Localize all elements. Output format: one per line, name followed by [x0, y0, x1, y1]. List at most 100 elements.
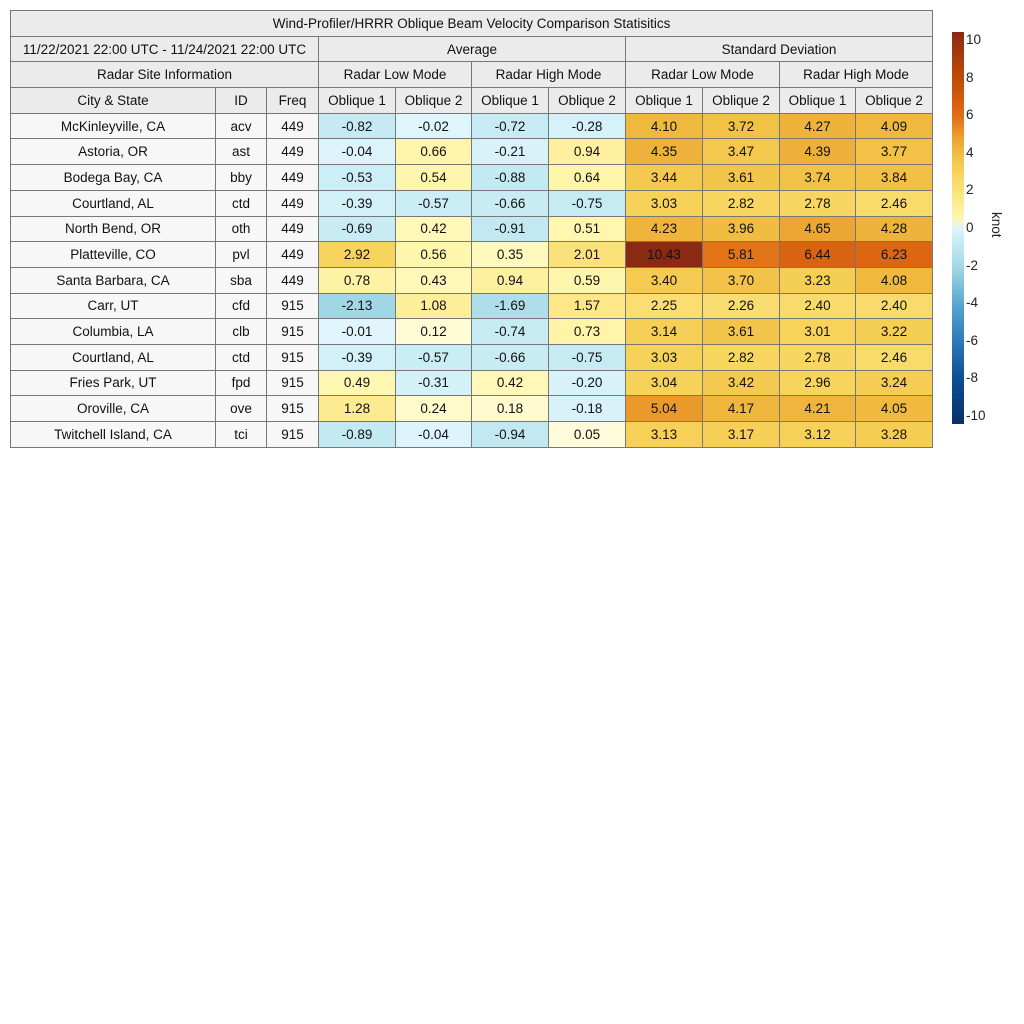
site-id: oth [215, 215, 267, 243]
heatmap-cell: 2.26 [702, 292, 780, 320]
heatmap-cell: -0.39 [318, 343, 396, 371]
heatmap-cell: 3.47 [702, 138, 780, 166]
site-city: Oroville, CA [10, 395, 216, 422]
site-freq: 449 [266, 215, 319, 243]
site-id: acv [215, 112, 267, 140]
column-header: Oblique 1 [471, 87, 549, 114]
mode-header: Radar High Mode [471, 61, 626, 89]
heatmap-cell: 2.82 [702, 343, 780, 371]
date-range: 11/22/2021 22:00 UTC - 11/24/2021 22:00 … [10, 35, 319, 63]
heatmap-cell: 3.01 [779, 318, 856, 345]
colorbar-label: knot [989, 212, 1004, 238]
site-freq: 915 [266, 421, 319, 448]
heatmap-cell: 0.35 [471, 241, 549, 268]
heatmap-cell: 3.40 [625, 266, 703, 294]
heatmap-cell: 2.01 [548, 241, 626, 268]
heatmap-cell: 3.42 [702, 369, 780, 397]
table-row: Carr, UT cfd 915 -2.13 1.08 -1.69 1.57 2.25 2.26… [10, 292, 934, 320]
heatmap-cell: 2.40 [779, 292, 856, 320]
site-city: Carr, UT [10, 292, 216, 320]
heatmap-cell: 3.22 [854, 318, 934, 345]
heatmap-cell: 4.09 [854, 112, 934, 140]
site-freq: 915 [266, 292, 319, 320]
heatmap-cell: -0.57 [395, 189, 472, 217]
heatmap-cell: 6.23 [854, 241, 934, 268]
site-city: Courtland, AL [10, 343, 216, 371]
site-city: McKinleyville, CA [10, 112, 216, 140]
heatmap-cell: -0.18 [548, 395, 626, 422]
heatmap-cell: -0.75 [548, 343, 626, 371]
heatmap-cell: -0.04 [395, 421, 472, 448]
site-freq: 915 [266, 343, 319, 371]
heatmap-cell: 1.28 [318, 395, 396, 422]
group-std-dev: Standard Deviation [624, 35, 934, 63]
heatmap-cell: 3.04 [625, 369, 703, 397]
table-row: Astoria, OR ast 449 -0.04 0.66 -0.21 0.94 4.35 3… [10, 138, 934, 166]
site-id: ast [215, 138, 267, 166]
heatmap-cell: 3.12 [779, 421, 856, 448]
heatmap-cell: 6.44 [779, 241, 856, 268]
heatmap-cell: -0.75 [548, 189, 626, 217]
heatmap-cell: 0.43 [395, 266, 472, 294]
mode-header: Radar Low Mode [318, 61, 472, 89]
heatmap-cell: 2.46 [854, 189, 934, 217]
table-row: North Bend, OR oth 449 -0.69 0.42 -0.91 0.51 4.… [10, 215, 934, 243]
site-id: cfd [215, 292, 267, 320]
heatmap-cell: 2.82 [702, 189, 780, 217]
heatmap-cell: 3.23 [779, 266, 856, 294]
site-city: North Bend, OR [10, 215, 216, 243]
heatmap-cell: 0.54 [395, 164, 472, 191]
heatmap-cell: 2.92 [318, 241, 396, 268]
heatmap-cell: -0.39 [318, 189, 396, 217]
heatmap-cell: 5.04 [625, 395, 703, 422]
heatmap-cell: 0.64 [548, 164, 626, 191]
heatmap-cell: 0.66 [395, 138, 472, 166]
column-header: Oblique 2 [854, 87, 934, 114]
mode-header: Radar Low Mode [625, 61, 780, 89]
heatmap-cell: 4.65 [779, 215, 856, 243]
heatmap-cell: 3.03 [625, 343, 703, 371]
heatmap-cell: 0.42 [471, 369, 549, 397]
column-header: Oblique 2 [548, 87, 626, 114]
heatmap-cell: 3.03 [625, 189, 703, 217]
heatmap-cell: -0.53 [318, 164, 396, 191]
table-row: Twitchell Island, CA tci 915 -0.89 -0.04 -0.9… [10, 421, 934, 448]
heatmap-cell: 3.72 [702, 112, 780, 140]
heatmap-cell: 4.27 [779, 112, 856, 140]
colorbar-tick: -2 [966, 257, 979, 273]
heatmap-cell: -0.02 [395, 112, 472, 140]
heatmap-cell: 0.12 [395, 318, 472, 345]
table-title: Wind-Profiler/HRRR Oblique Beam Velocity… [9, 10, 934, 37]
site-freq: 449 [266, 164, 319, 191]
table-row: Bodega Bay, CA bby 449 -0.53 0.54 -0.88 0.64 3.… [10, 164, 934, 191]
colorbar-tick: -6 [966, 332, 979, 348]
table-row: Oroville, CA ove 915 1.28 0.24 0.18 -0.18 5.04 4… [10, 395, 934, 422]
heatmap-cell: -0.94 [471, 421, 549, 448]
heatmap-cell: 3.44 [625, 164, 703, 191]
heatmap-cell: -0.20 [548, 369, 626, 397]
site-city: Courtland, AL [10, 189, 216, 217]
site-freq: 449 [266, 138, 319, 166]
heatmap-cell: -0.01 [318, 318, 396, 345]
site-city: Twitchell Island, CA [10, 421, 216, 448]
heatmap-cell: 2.96 [779, 369, 856, 397]
colorbar-tick: -4 [966, 295, 979, 311]
heatmap-cell: 4.10 [625, 112, 703, 140]
heatmap-cell: 3.14 [625, 318, 703, 345]
heatmap-cell: 4.28 [854, 215, 934, 243]
site-id: ctd [215, 189, 267, 217]
heatmap-cell: -0.21 [471, 138, 549, 166]
site-freq: 449 [266, 241, 319, 268]
statistics-table: Wind-Profiler/HRRR Oblique Beam Velocity… [9, 10, 934, 448]
column-header: Oblique 2 [702, 87, 780, 114]
heatmap-cell: 3.24 [854, 369, 934, 397]
heatmap-cell: 0.05 [548, 421, 626, 448]
heatmap-cell: 0.49 [318, 369, 396, 397]
column-header: Freq [266, 87, 319, 114]
site-freq: 449 [266, 266, 319, 294]
heatmap-cell: 4.39 [779, 138, 856, 166]
heatmap-cell: 4.08 [854, 266, 934, 294]
heatmap-cell: -0.66 [471, 343, 549, 371]
site-info-header: Radar Site Information [10, 61, 319, 89]
heatmap-cell: -0.28 [548, 112, 626, 140]
